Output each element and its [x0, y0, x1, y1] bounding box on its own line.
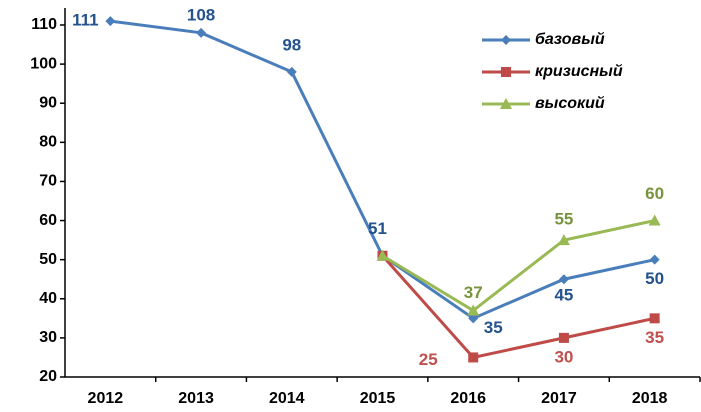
x-tick-label: 2017 [541, 390, 577, 407]
marker [467, 304, 480, 316]
marker [468, 352, 479, 363]
y-tick-label: 80 [39, 134, 57, 151]
x-tick-label: 2013 [178, 390, 214, 407]
marker [196, 27, 207, 38]
data-label: 98 [282, 35, 301, 54]
y-tick-label: 30 [39, 329, 57, 346]
y-tick-label: 40 [39, 290, 57, 307]
y-tick-label: 90 [39, 94, 57, 111]
marker [501, 35, 511, 45]
x-tick-label: 2018 [632, 390, 668, 407]
marker [649, 254, 660, 265]
data-label: 60 [645, 184, 664, 203]
marker [501, 67, 511, 77]
data-label: 111 [72, 11, 99, 30]
y-tick-label: 100 [30, 55, 57, 72]
x-tick-label: 2015 [360, 390, 396, 407]
marker [468, 313, 479, 324]
marker [648, 214, 661, 226]
data-label: 25 [419, 350, 438, 369]
data-label: 35 [645, 328, 664, 347]
marker [376, 249, 389, 261]
legend-label: высокий [535, 95, 605, 112]
data-label: 37 [464, 283, 483, 302]
legend-label: базовый [535, 31, 605, 48]
marker [500, 98, 512, 109]
marker [558, 274, 569, 285]
marker [649, 313, 660, 324]
data-label: 45 [554, 286, 573, 305]
series-line [381, 254, 655, 360]
x-tick-label: 2014 [269, 390, 305, 407]
marker [286, 66, 297, 77]
marker [558, 332, 569, 343]
data-label: 55 [554, 210, 573, 229]
data-label: 50 [645, 269, 664, 288]
marker [557, 234, 570, 246]
data-label: 108 [187, 5, 215, 24]
marker [105, 16, 116, 27]
data-label: 35 [484, 318, 503, 337]
legend-label: кризисный [535, 63, 623, 80]
y-tick-label: 50 [39, 251, 57, 268]
y-tick-label: 60 [39, 212, 57, 229]
series-line [381, 219, 655, 313]
data-label: 30 [554, 347, 573, 366]
x-tick-label: 2012 [88, 390, 124, 407]
y-tick-label: 110 [31, 16, 57, 33]
data-label: 51 [368, 219, 387, 238]
y-tick-label: 20 [39, 368, 57, 385]
x-tick-label: 2016 [450, 390, 486, 407]
y-tick-label: 70 [39, 173, 57, 190]
